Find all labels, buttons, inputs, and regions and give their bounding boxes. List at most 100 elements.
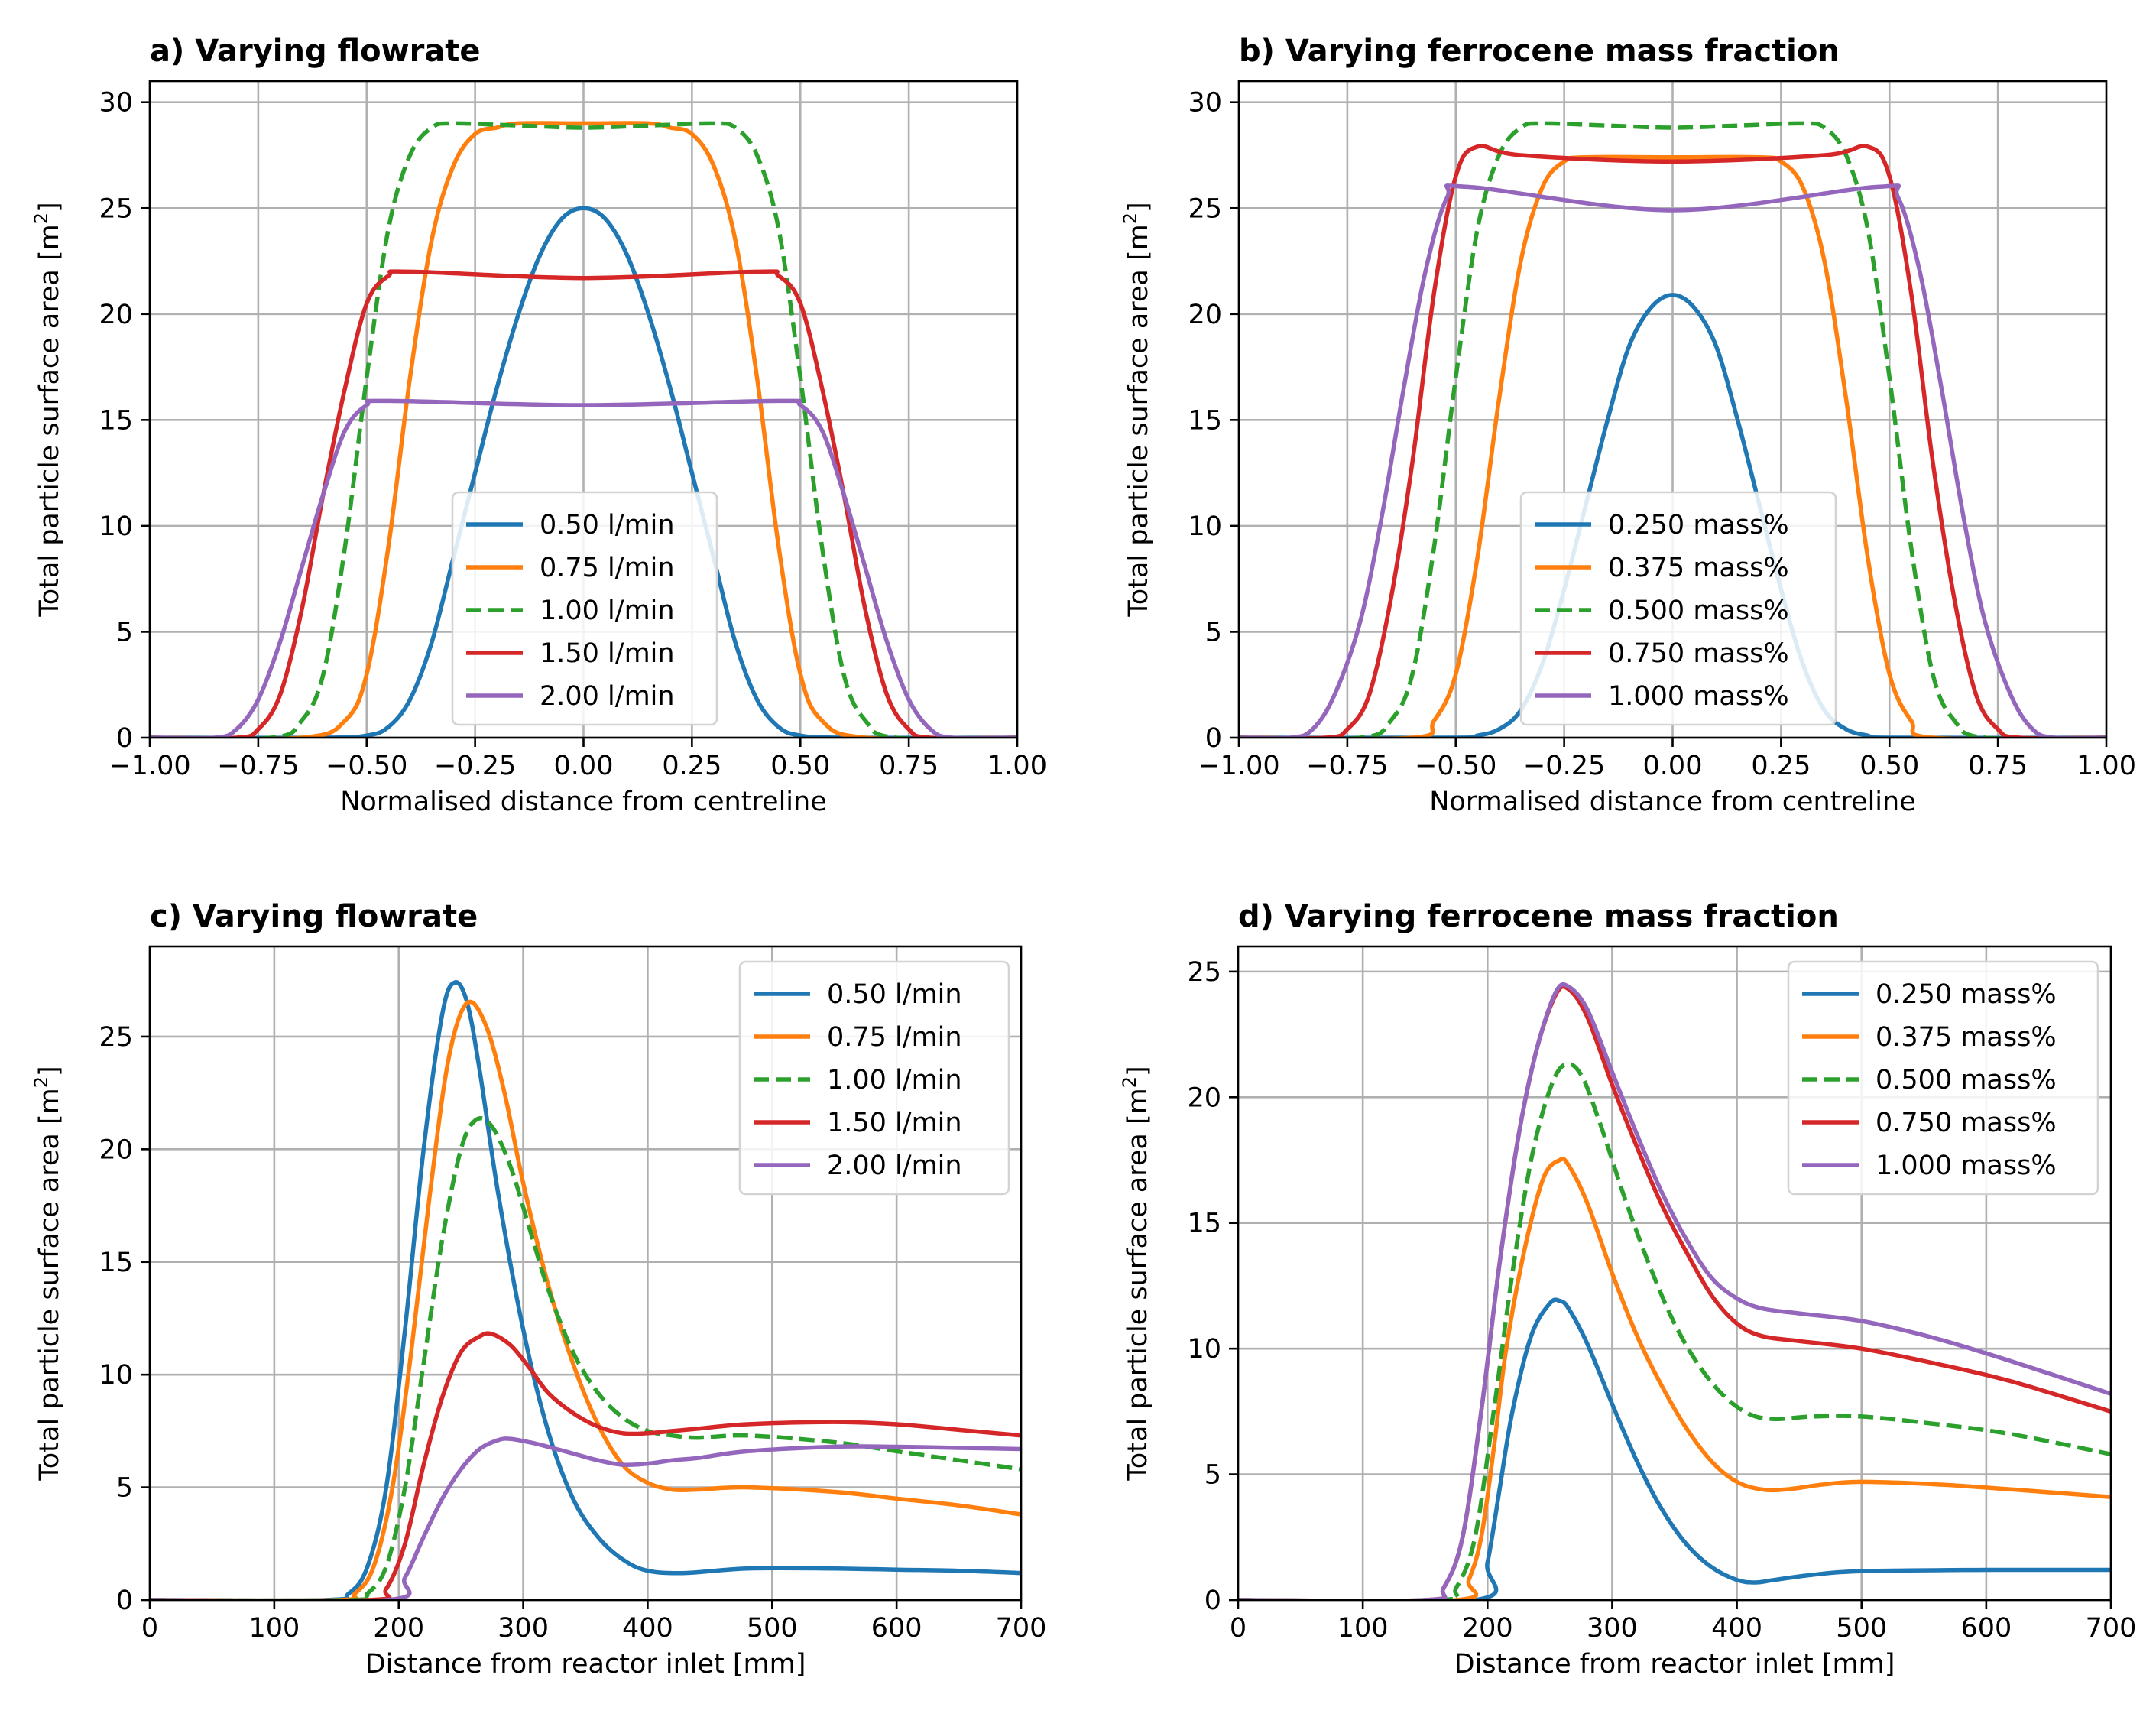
x-tick-label: 0 [141, 1613, 158, 1644]
series-line-0-375-mass [1238, 1157, 2111, 1600]
x-axis-label: Distance from reactor inlet [mm] [365, 1649, 806, 1680]
y-tick-label: 5 [1205, 617, 1222, 648]
x-tick-label: −1.00 [109, 751, 190, 781]
legend: 0.50 l/min 0.75 l/min 1.00 l/min 1.50 l/min… [451, 491, 718, 726]
x-tick-label: 400 [622, 1613, 673, 1644]
x-axis-label: Normalised distance from centreline [1429, 787, 1915, 817]
y-tick-label: 20 [99, 300, 133, 330]
series-line-2-00-l-min [150, 1436, 1021, 1600]
legend-label: 1.00 l/min [540, 596, 675, 626]
y-tick-label: 20 [1188, 300, 1222, 330]
series-line-1-00-l-min [150, 1116, 1021, 1600]
series-group [150, 121, 1017, 738]
y-tick-label: 25 [99, 193, 133, 224]
chart-title: c) Varying flowrate [150, 899, 478, 934]
x-tick-label: −0.25 [1523, 751, 1605, 781]
plot-frame [148, 945, 1023, 1602]
x-tick-label: 700 [996, 1613, 1047, 1644]
legend-label: 0.750 mass% [1876, 1108, 2057, 1138]
legend-label: 0.75 l/min [540, 553, 675, 583]
x-tick-label: −1.00 [1198, 751, 1279, 781]
legend-label: 0.375 mass% [1608, 553, 1789, 583]
legend-label: 0.250 mass% [1608, 510, 1789, 540]
x-axis-label: Distance from reactor inlet [mm] [1454, 1649, 1895, 1680]
series-line-0-500-mass [1239, 121, 2106, 738]
y-tick-label: 5 [116, 617, 133, 648]
x-tick-label: 0.25 [1751, 751, 1811, 781]
x-tick-label: 400 [1711, 1613, 1762, 1644]
y-tick-label: 30 [99, 88, 133, 118]
y-tick-label: 15 [99, 405, 133, 436]
y-tick-label: 10 [99, 1360, 133, 1391]
x-tick-label: 0 [1230, 1613, 1247, 1644]
x-tick-label: −0.25 [434, 751, 516, 781]
x-tick-label: −0.75 [217, 751, 299, 781]
y-tick-label: 15 [1187, 1209, 1221, 1239]
x-tick-label: 600 [871, 1613, 922, 1644]
legend: 0.250 mass% 0.375 mass% 0.500 mass% 0.750 m… [1519, 491, 1837, 726]
legend-label: 0.500 mass% [1608, 596, 1789, 626]
y-tick-label: 0 [1205, 723, 1222, 754]
x-tick-label: 0.75 [1968, 751, 2028, 781]
x-tick-label: 200 [373, 1613, 424, 1644]
legend: 0.250 mass% 0.375 mass% 0.500 mass% 0.750 m… [1787, 960, 2099, 1196]
series-line-0-50-l-min [150, 980, 1021, 1600]
x-tick-label: 100 [1337, 1613, 1389, 1644]
chart-title: a) Varying flowrate [150, 34, 481, 69]
x-tick-label: 0.00 [554, 751, 614, 781]
series-line-1-000-mass [1238, 982, 2111, 1600]
legend-label: 2.00 l/min [540, 681, 675, 712]
series-line-0-75-l-min [150, 121, 1017, 738]
legend-label: 2.00 l/min [827, 1151, 962, 1181]
x-tick-label: 100 [248, 1613, 300, 1644]
x-tick-label: 1.00 [987, 751, 1047, 781]
legend-label: 1.00 l/min [827, 1065, 962, 1095]
series-group [1239, 121, 2106, 738]
y-tick-label: 25 [99, 1022, 133, 1053]
series-line-0-250-mass [1239, 293, 2106, 738]
legend-label: 0.50 l/min [540, 510, 675, 540]
legend: 0.50 l/min 0.75 l/min 1.00 l/min 1.50 l/min… [738, 960, 1010, 1196]
y-tick-label: 15 [1188, 405, 1222, 436]
chart-title: d) Varying ferrocene mass fraction [1238, 899, 1839, 934]
chart-c: 0 100 200 300 400 500 600 700 0 5 10 15 20 25 c) Varyi… [31, 899, 1046, 1680]
x-tick-label: 200 [1462, 1613, 1513, 1644]
x-tick-label: 0.50 [770, 751, 830, 781]
series-line-1-000-mass [1239, 183, 2106, 738]
series-line-1-50-l-min [150, 269, 1017, 738]
y-tick-label: 10 [1187, 1334, 1221, 1365]
y-tick-label: 10 [99, 511, 133, 542]
y-axis-label: Total particle surface area [m2] [1120, 202, 1154, 617]
y-tick-label: 25 [1188, 193, 1222, 224]
legend-label: 1.50 l/min [540, 638, 675, 669]
legend-box [738, 960, 1010, 1196]
y-tick-label: 5 [1204, 1460, 1221, 1491]
x-tick-label: 300 [1587, 1613, 1638, 1644]
y-tick-label: 10 [1188, 511, 1222, 542]
legend-label: 0.375 mass% [1876, 1022, 2057, 1053]
legend-label: 1.000 mass% [1876, 1151, 2057, 1181]
legend-box [1787, 960, 2099, 1196]
legend-box [451, 491, 718, 726]
chart-a: −1.00 −0.75 −0.50 −0.25 0.00 0.25 0.50 0.75 1.00… [31, 34, 1047, 817]
x-tick-label: 300 [498, 1613, 549, 1644]
y-tick-label: 20 [1187, 1082, 1221, 1113]
legend-label: 0.50 l/min [827, 979, 962, 1010]
x-tick-label: −0.75 [1306, 751, 1388, 781]
legend-label: 1.000 mass% [1608, 681, 1789, 712]
x-tick-label: 500 [1836, 1613, 1887, 1644]
x-tick-label: 500 [747, 1613, 798, 1644]
y-tick-label: 5 [116, 1473, 133, 1504]
legend-box [1519, 491, 1837, 726]
y-axis-label: Total particle surface area [m2] [1119, 1066, 1153, 1481]
y-tick-label: 0 [116, 723, 133, 754]
series-line-2-00-l-min [150, 398, 1017, 738]
y-tick-label: 30 [1188, 88, 1222, 118]
series-line-0-500-mass [1238, 1061, 2111, 1600]
y-tick-label: 0 [116, 1586, 133, 1616]
y-tick-label: 20 [99, 1134, 133, 1165]
x-tick-label: −0.50 [326, 751, 407, 781]
series-line-0-75-l-min [150, 999, 1021, 1600]
legend-label: 1.50 l/min [827, 1108, 962, 1138]
